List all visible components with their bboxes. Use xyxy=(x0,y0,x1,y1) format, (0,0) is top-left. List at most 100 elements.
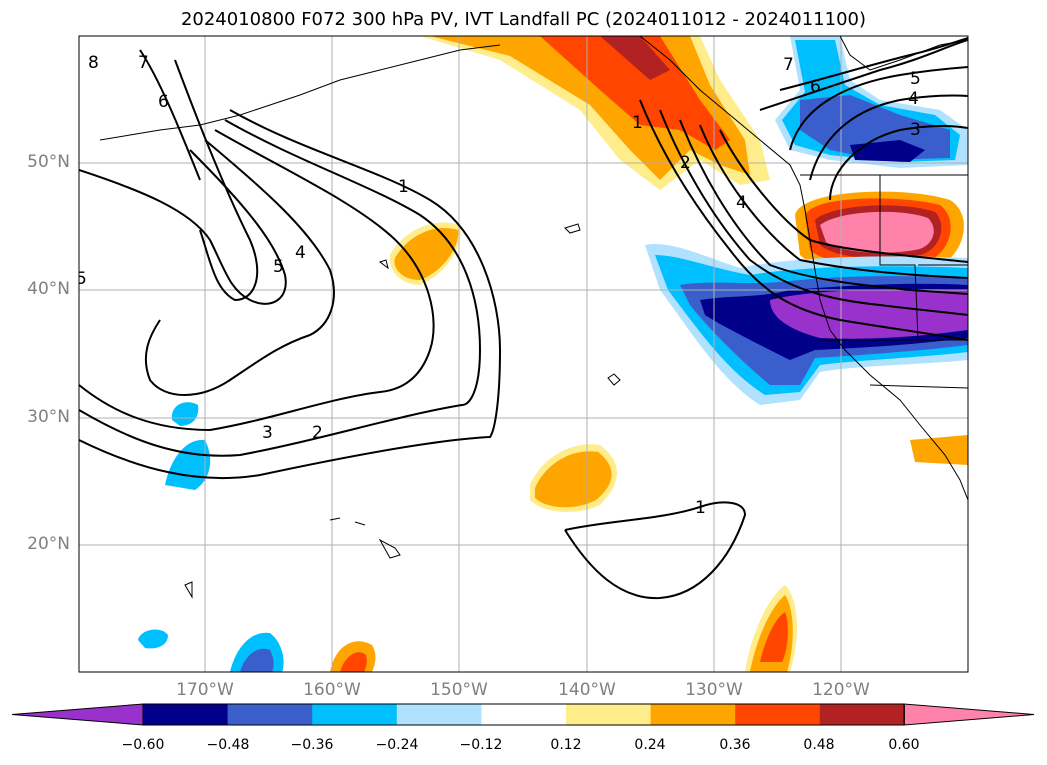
cb-tick-10: 0.60 xyxy=(888,737,920,753)
shade-positive-central-orange xyxy=(394,228,459,280)
contour-3-east xyxy=(679,119,968,295)
cb-tick-5: −0.12 xyxy=(459,737,503,753)
contour-label-1b: 1 xyxy=(632,113,643,133)
lon-label-160w: 160°W xyxy=(303,680,361,700)
colorbar-box-4 xyxy=(396,704,482,725)
pv-contours xyxy=(79,37,968,600)
map-panel: 1 1 1 2 2 3 3 4 4 4 5 5 5 6 6 7 7 8 xyxy=(76,35,969,673)
colorbar-box-3 xyxy=(312,704,398,725)
colorbar-box-7 xyxy=(650,704,736,725)
contour-label-5a: 5 xyxy=(273,257,284,277)
contour-1-main xyxy=(79,109,502,480)
shade-negative-west xyxy=(165,439,211,490)
colorbar-boxes xyxy=(11,703,1035,726)
pc-shading xyxy=(138,36,968,672)
contour-7-west xyxy=(139,49,201,181)
map-frame xyxy=(78,35,969,673)
contour-5-east xyxy=(719,129,968,263)
cb-tick-7: 0.24 xyxy=(634,737,666,753)
contour-4-east xyxy=(699,124,968,279)
contour-label-6b: 6 xyxy=(810,77,821,97)
coast-alaska xyxy=(99,44,501,141)
lat-label-40: 40°N xyxy=(27,279,70,299)
contour-label-3b: 3 xyxy=(910,120,921,140)
colorbar-frame xyxy=(142,703,905,726)
contour-label-8: 8 xyxy=(88,53,99,73)
contour-2-east xyxy=(659,109,968,316)
shade-positive-baja xyxy=(910,435,968,465)
colorbar-box-2 xyxy=(227,704,313,725)
contour-label-2b: 2 xyxy=(680,153,691,173)
lat-label-30: 30°N xyxy=(27,407,70,427)
shade-positive-south-red xyxy=(760,612,788,662)
lon-label-120w: 120°W xyxy=(812,680,870,700)
shade-negative-goa-navy xyxy=(850,140,925,162)
hawaii-islands xyxy=(329,517,401,559)
contour-label-1a: 1 xyxy=(398,177,409,197)
cb-tick-2: −0.48 xyxy=(206,737,250,753)
contour-labels: 1 1 1 2 2 3 3 4 4 4 5 5 5 6 6 7 7 8 xyxy=(76,53,921,518)
shade-positive-sub-orange xyxy=(535,451,612,508)
contour-label-5b: 5 xyxy=(910,69,921,89)
cb-tick-9: 0.48 xyxy=(803,737,835,753)
map-title: 2024010800 F072 300 hPa PV, IVT Landfall… xyxy=(180,9,867,30)
contour-6-main xyxy=(174,59,259,302)
island-1 xyxy=(564,223,581,234)
cb-tick-4: −0.24 xyxy=(375,737,419,753)
contour-label-2a: 2 xyxy=(312,423,323,443)
coast-bc xyxy=(639,36,801,186)
contour-label-3a: 3 xyxy=(262,423,273,443)
lat-label-50: 50°N xyxy=(27,152,70,172)
colorbar-box-9 xyxy=(819,704,905,725)
shade-negative-west2 xyxy=(171,402,199,426)
island-4 xyxy=(184,581,193,599)
contour-label-1c: 1 xyxy=(695,498,706,518)
contour-label-7b: 7 xyxy=(783,55,794,75)
shade-positive-small-red xyxy=(340,652,367,672)
contour-6-east xyxy=(759,39,968,111)
shade-negative-goa-blue xyxy=(800,95,950,160)
border-mexico xyxy=(869,384,968,389)
colorbar-extend-max xyxy=(903,703,1035,726)
contour-5-main xyxy=(79,149,287,305)
contour-label-4b: 4 xyxy=(736,193,747,213)
contour-5-goa xyxy=(789,66,968,151)
contour-1-sub xyxy=(564,501,747,600)
cb-tick-1: −0.60 xyxy=(121,737,165,753)
shade-positive-ne-dark xyxy=(600,36,670,80)
colorbar-extend-min xyxy=(11,703,144,726)
contour-2-main xyxy=(79,119,482,457)
contour-label-4c: 4 xyxy=(908,89,919,109)
contour-label-7a: 7 xyxy=(138,53,149,73)
border-states xyxy=(820,175,968,341)
contour-7-east xyxy=(779,37,968,91)
colorbar-box-8 xyxy=(735,704,821,725)
cb-tick-3: −0.36 xyxy=(290,737,334,753)
shade-negative-sw-blue xyxy=(240,648,274,672)
cb-tick-8: 0.36 xyxy=(719,737,751,753)
coast-goa xyxy=(839,36,968,71)
gridlines xyxy=(79,36,968,672)
contour-label-6a: 6 xyxy=(158,92,169,112)
shade-negative-ca-purple xyxy=(770,289,968,339)
cb-tick-6: 0.12 xyxy=(550,737,582,753)
contour-4-goa xyxy=(809,94,968,181)
shade-positive-pnw-pink xyxy=(820,211,934,253)
lon-label-130w: 130°W xyxy=(685,680,743,700)
lon-label-150w: 150°W xyxy=(430,680,488,700)
contour-label-5c: 5 xyxy=(76,269,87,289)
contour-1-east xyxy=(639,99,968,341)
island-2 xyxy=(607,373,621,386)
lon-label-170w: 170°W xyxy=(176,680,234,700)
colorbar-box-1 xyxy=(143,704,229,725)
colorbar-box-5 xyxy=(481,704,567,725)
island-3 xyxy=(378,259,389,270)
colorbar-box-6 xyxy=(566,704,652,725)
contour-label-4a: 4 xyxy=(295,243,306,263)
contour-3-main xyxy=(79,129,435,432)
lon-label-140w: 140°W xyxy=(558,680,616,700)
contour-4-main xyxy=(144,139,335,396)
lat-label-20: 20°N xyxy=(27,534,70,554)
contour-3-goa xyxy=(829,124,968,201)
shade-negative-sw3 xyxy=(138,629,168,649)
